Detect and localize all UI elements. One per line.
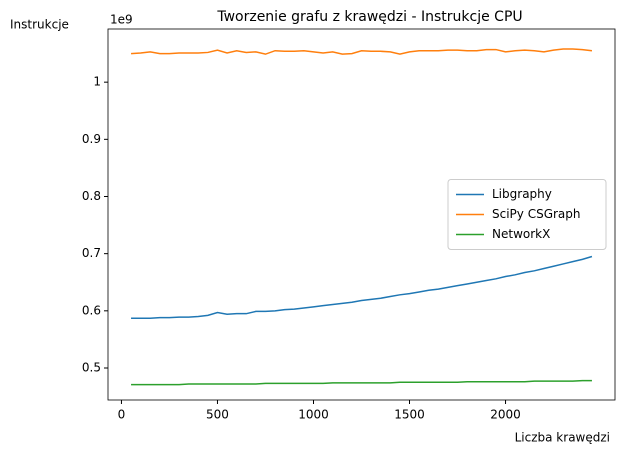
axes-frame [107, 28, 616, 401]
legend: Libgraphy SciPy CSGraph NetworkX [447, 179, 607, 250]
y-axis-label: Instrukcje [10, 18, 69, 32]
y-tick-label: 1 [93, 75, 101, 89]
legend-label: NetworkX [492, 227, 550, 241]
line [131, 379, 592, 386]
x-tick-label: 500 [206, 408, 229, 422]
y-tick-label: 0.9 [82, 132, 101, 146]
line [131, 255, 593, 320]
y-tick-label: 0.8 [82, 189, 101, 203]
y-tick-label: 0.6 [82, 303, 101, 317]
x-tick-label: 0 [118, 408, 126, 422]
legend-label: SciPy CSGraph [492, 207, 581, 221]
y-tick-label: 0.5 [82, 360, 101, 374]
x-axis-label: Liczba krawędzi [515, 431, 610, 445]
chart-title: Tworzenie grafu z krawędzi - Instrukcje … [216, 9, 522, 25]
x-tick-label: 2000 [490, 408, 521, 422]
x-tick-label: 1000 [298, 408, 329, 422]
legend-label: Libgraphy [492, 187, 552, 201]
legend-box [447, 179, 607, 250]
y-offset-label: 1e9 [110, 13, 133, 27]
x-tick-label: 1500 [394, 408, 425, 422]
line [131, 48, 593, 55]
y-tick-label: 0.7 [82, 246, 101, 260]
